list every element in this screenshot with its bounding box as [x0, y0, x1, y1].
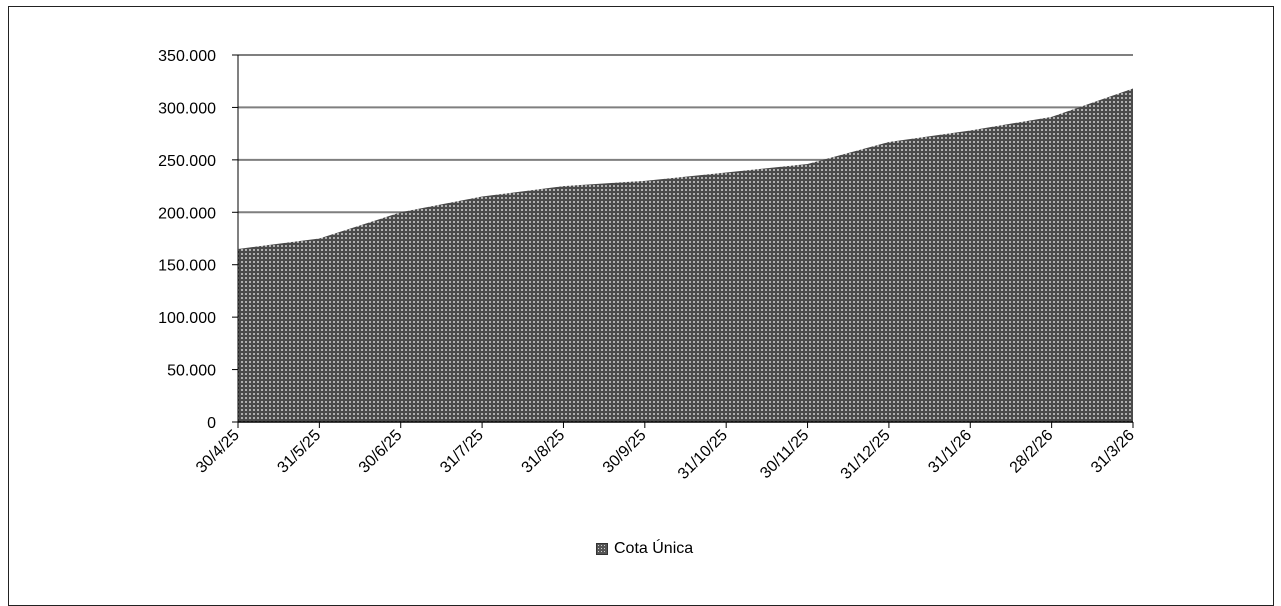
- y-tick-label: 200.000: [158, 205, 216, 222]
- x-tick-label: 30/11/25: [757, 427, 812, 482]
- x-tick-label: 31/10/25: [675, 427, 731, 483]
- x-tick-label: 31/3/26: [1088, 427, 1138, 477]
- x-tick-label: 31/7/25: [437, 427, 487, 477]
- y-tick-label: 50.000: [167, 363, 216, 380]
- x-tick-labels: 30/4/25 31/5/25 30/6/25 31/7/25 31/8/25 30/9/…: [193, 427, 1138, 483]
- x-tick-label: 28/2/26: [1007, 427, 1057, 477]
- x-tick-label: 31/12/25: [838, 427, 894, 483]
- x-tick-label: 31/8/25: [519, 427, 569, 477]
- y-tick-label: 350.000: [158, 48, 216, 65]
- x-tick-label: 30/4/25: [193, 427, 243, 477]
- legend-swatch-icon: [596, 543, 608, 555]
- y-tick-labels: 0 50.000 100.000 150.000 200.000 250.000 300.0…: [158, 48, 238, 432]
- x-tick-label: 31/1/26: [925, 427, 975, 477]
- legend: Cota Única: [596, 540, 693, 558]
- y-tick-label: 150.000: [158, 258, 216, 275]
- y-tick-label: 300.000: [158, 100, 216, 117]
- legend-label: Cota Única: [614, 540, 693, 558]
- series-area: [238, 88, 1133, 422]
- y-tick-label: 250.000: [158, 153, 216, 170]
- x-tick-label: 30/9/25: [600, 427, 650, 477]
- series-area-cota-unica: [238, 89, 1133, 422]
- x-tick-label: 31/5/25: [274, 427, 324, 477]
- x-tick-label: 30/6/25: [356, 427, 406, 477]
- y-tick-label: 100.000: [158, 310, 216, 327]
- y-tick-label: 0: [207, 415, 216, 432]
